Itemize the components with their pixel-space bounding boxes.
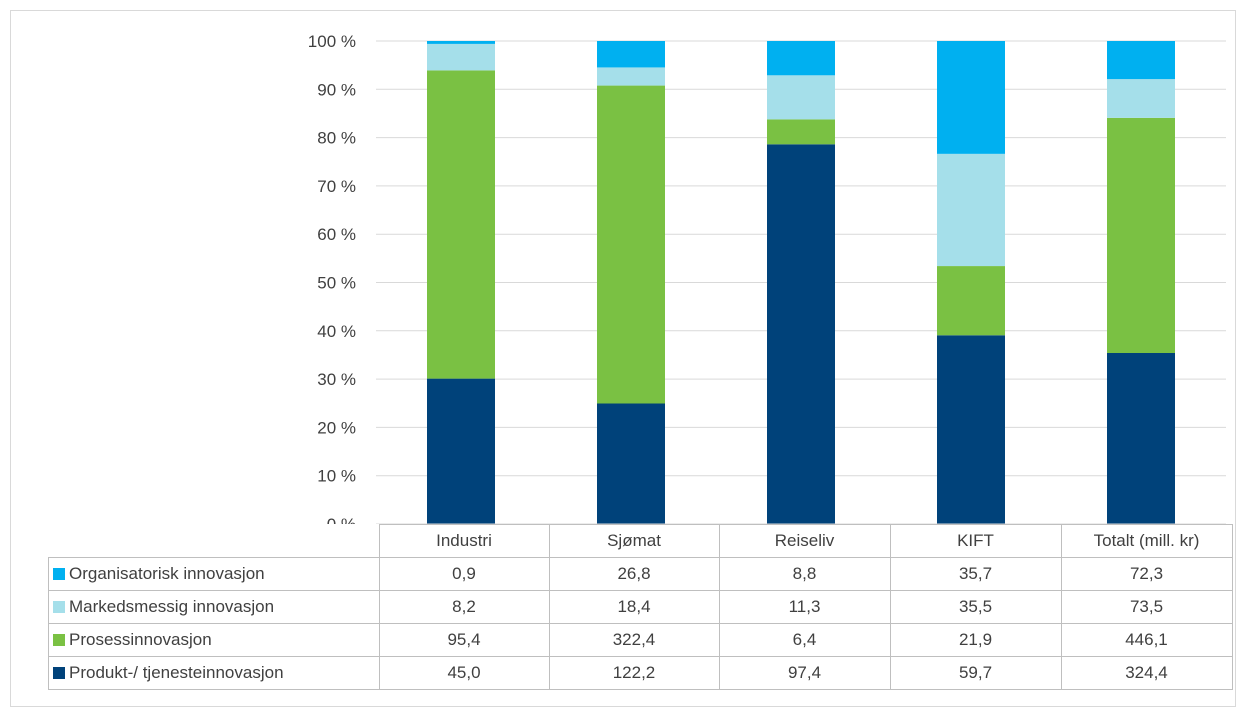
- y-tick-label: 10 %: [317, 467, 356, 486]
- series-name: Markedsmessig innovasjon: [69, 597, 275, 616]
- category-label: KIFT: [889, 524, 1062, 558]
- table-corner-cell: [48, 524, 380, 558]
- data-value: 322,4: [548, 623, 720, 657]
- legend-entry: Prosessinnovasjon: [48, 623, 380, 657]
- bar-segment: [427, 41, 495, 44]
- legend-entry: Produkt-/ tjenesteinnovasjon: [48, 656, 380, 690]
- y-tick-label: 80 %: [317, 129, 356, 148]
- bar-segment: [767, 144, 835, 524]
- bar-segment: [937, 266, 1005, 336]
- bar-segment: [597, 67, 665, 86]
- bar-segment: [767, 41, 835, 76]
- bar-segment: [597, 403, 665, 524]
- category-label: Sjømat: [548, 524, 720, 558]
- data-value: 446,1: [1060, 623, 1233, 657]
- legend-swatch: [53, 568, 65, 580]
- data-table: Industri Sjømat Reiseliv KIFT Totalt (mill. …: [48, 524, 1233, 690]
- bar-segment: [597, 41, 665, 68]
- bar-segment: [937, 335, 1005, 524]
- y-tick-label: 30 %: [317, 370, 356, 389]
- bar-segment: [1107, 79, 1175, 118]
- legend-entry: Organisatorisk innovasjon: [48, 557, 380, 591]
- chart-frame: [10, 10, 1236, 707]
- table-row: Markedsmessig innovasjon 8,2 18,4 11,3 35,5 7…: [48, 590, 1233, 624]
- series-name: Produkt-/ tjenesteinnovasjon: [69, 663, 284, 682]
- data-value: 0,9: [378, 557, 550, 591]
- table-row: Produkt-/ tjenesteinnovasjon 45,0 122,2 97,…: [48, 656, 1233, 690]
- bar-segment: [767, 119, 835, 145]
- table-body: Organisatorisk innovasjon 0,9 26,8 8,8 35,7 7…: [48, 557, 1233, 690]
- bar-segment: [1107, 353, 1175, 524]
- data-value: 324,4: [1060, 656, 1233, 690]
- data-value: 8,8: [718, 557, 891, 591]
- bar-segment: [597, 85, 665, 404]
- bar-segment: [427, 43, 495, 71]
- y-tick-label: 60 %: [317, 225, 356, 244]
- data-value: 6,4: [718, 623, 891, 657]
- bar-segment: [427, 378, 495, 524]
- bar-segment: [1107, 41, 1175, 80]
- legend-entry: Markedsmessig innovasjon: [48, 590, 380, 624]
- data-value: 97,4: [718, 656, 891, 690]
- data-value: 18,4: [548, 590, 720, 624]
- bar-segment: [427, 70, 495, 379]
- legend-swatch: [53, 667, 65, 679]
- data-value: 72,3: [1060, 557, 1233, 591]
- data-value: 73,5: [1060, 590, 1233, 624]
- y-tick-label: 50 %: [317, 274, 356, 293]
- y-tick-label: 70 %: [317, 177, 356, 196]
- data-value: 45,0: [378, 656, 550, 690]
- bar-segment: [937, 153, 1005, 267]
- data-value: 26,8: [548, 557, 720, 591]
- y-axis-tick-labels: 0 % 10 % 20 % 30 % 40 % 50 % 60 % 70 % 80 % 90 % 1…: [308, 32, 356, 524]
- data-value: 35,5: [889, 590, 1062, 624]
- bar-segment: [1107, 117, 1175, 354]
- bar-segment: [767, 75, 835, 120]
- category-label: Reiseliv: [718, 524, 891, 558]
- category-label: Totalt (mill. kr): [1060, 524, 1233, 558]
- stacked-bar-chart: 0 % 10 % 20 % 30 % 40 % 50 % 60 % 70 % 80 % 90 % 1…: [308, 32, 1226, 524]
- series-name: Prosessinnovasjon: [69, 630, 212, 649]
- y-tick-label: 90 %: [317, 80, 356, 99]
- data-value: 21,9: [889, 623, 1062, 657]
- data-value: 122,2: [548, 656, 720, 690]
- table-row: Organisatorisk innovasjon 0,9 26,8 8,8 35,7 7…: [48, 557, 1233, 591]
- y-tick-label: 0 %: [327, 515, 356, 524]
- legend-swatch: [53, 601, 65, 613]
- data-value: 59,7: [889, 656, 1062, 690]
- bar-segment: [937, 41, 1005, 154]
- category-label: Industri: [378, 524, 550, 558]
- y-tick-label: 100 %: [308, 32, 356, 51]
- series-name: Organisatorisk innovasjon: [69, 564, 265, 583]
- legend-swatch: [53, 634, 65, 646]
- table-row: Prosessinnovasjon 95,4 322,4 6,4 21,9 446,1: [48, 623, 1233, 657]
- data-value: 95,4: [378, 623, 550, 657]
- bars: [427, 41, 1175, 524]
- y-tick-label: 40 %: [317, 322, 356, 341]
- data-value: 8,2: [378, 590, 550, 624]
- y-tick-label: 20 %: [317, 418, 356, 437]
- table-header-row: Industri Sjømat Reiseliv KIFT Totalt (mill. …: [48, 524, 1233, 558]
- data-value: 35,7: [889, 557, 1062, 591]
- data-value: 11,3: [718, 590, 891, 624]
